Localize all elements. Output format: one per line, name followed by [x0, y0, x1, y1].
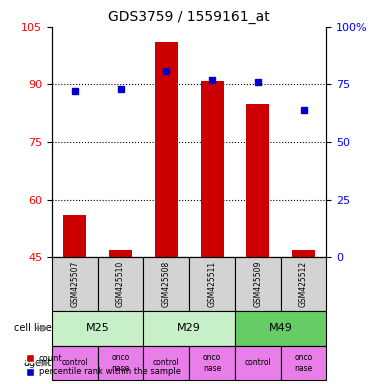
Bar — [144, 311, 235, 346]
Bar — [98, 346, 144, 380]
Text: GSM425512: GSM425512 — [299, 261, 308, 307]
Bar — [235, 346, 281, 380]
Bar — [52, 257, 98, 311]
Bar — [235, 311, 326, 346]
Bar — [52, 346, 98, 380]
Bar — [98, 257, 144, 311]
Text: M49: M49 — [269, 323, 293, 333]
Text: agent: agent — [24, 358, 52, 368]
Bar — [189, 346, 235, 380]
Bar — [235, 257, 281, 311]
Bar — [144, 257, 189, 311]
Text: GSM425508: GSM425508 — [162, 261, 171, 307]
Text: onco
nase: onco nase — [111, 353, 130, 372]
Text: M25: M25 — [86, 323, 109, 333]
Bar — [292, 250, 315, 257]
Text: GSM425511: GSM425511 — [208, 261, 217, 307]
Text: GSM425507: GSM425507 — [70, 261, 79, 307]
Bar — [281, 257, 326, 311]
Legend: count, percentile rank within the sample: count, percentile rank within the sample — [23, 351, 184, 380]
Text: control: control — [62, 358, 88, 367]
Text: control: control — [153, 358, 180, 367]
Title: GDS3759 / 1559161_at: GDS3759 / 1559161_at — [108, 10, 270, 25]
Bar — [155, 42, 178, 257]
Bar — [109, 250, 132, 257]
Text: onco
nase: onco nase — [203, 353, 221, 372]
Bar — [189, 257, 235, 311]
Text: cell line: cell line — [14, 323, 52, 333]
Text: GSM425509: GSM425509 — [253, 261, 262, 307]
Bar — [52, 311, 144, 346]
Bar — [63, 215, 86, 257]
Text: onco
nase: onco nase — [295, 353, 313, 372]
Bar — [144, 346, 189, 380]
Text: M29: M29 — [177, 323, 201, 333]
Text: GSM425510: GSM425510 — [116, 261, 125, 307]
Bar — [201, 81, 223, 257]
Bar — [246, 104, 269, 257]
Bar — [281, 346, 326, 380]
Text: control: control — [244, 358, 271, 367]
